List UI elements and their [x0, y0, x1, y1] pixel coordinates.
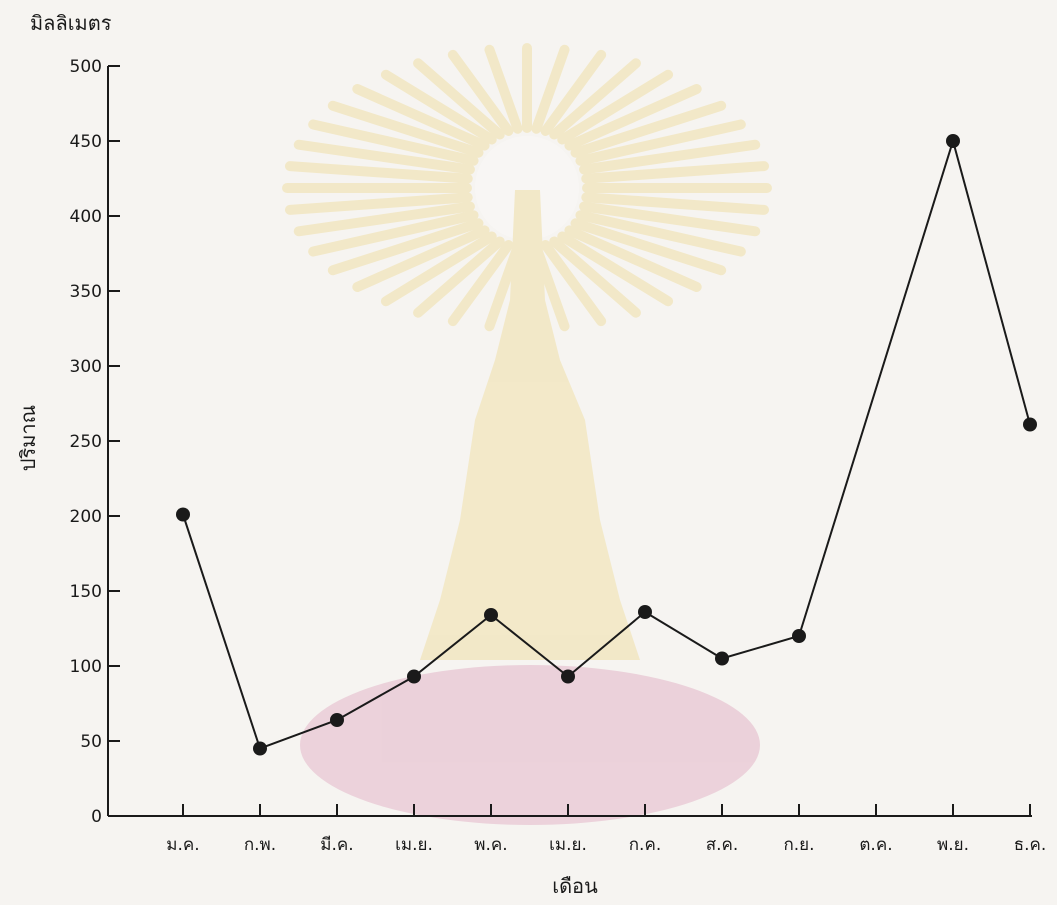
x-tick-label: เม.ย.	[549, 835, 587, 855]
watermark-ray	[308, 210, 479, 257]
y-ticks: 0 50 100 150 200 250 300 350 400 450 500	[70, 57, 120, 827]
watermark-ray	[293, 201, 475, 237]
data-points	[176, 134, 1037, 756]
watermark-ray	[557, 231, 674, 307]
watermark-ray	[484, 242, 523, 332]
x-tick-label: ส.ค.	[706, 835, 739, 855]
data-point	[715, 651, 729, 666]
watermark-ray	[484, 44, 523, 134]
watermark-ray	[581, 192, 770, 215]
watermark-emblem	[420, 190, 640, 660]
y-tick-label: 150	[70, 582, 102, 602]
x-tick-label: พ.ย.	[937, 835, 969, 855]
watermark-ray	[570, 218, 727, 276]
x-tick-label: ธ.ค.	[1014, 835, 1047, 855]
watermark-ray	[284, 161, 473, 184]
watermark-ray	[531, 44, 570, 134]
watermark-ray	[447, 240, 514, 327]
watermark-ray	[380, 69, 497, 145]
data-point	[561, 669, 575, 684]
watermark-ray	[413, 58, 505, 140]
x-axis-label: เดือน	[552, 874, 598, 898]
watermark-ray	[564, 225, 702, 292]
y-axis-unit: มิลลิเมตร	[30, 11, 112, 35]
watermark-ray	[284, 192, 473, 215]
watermark-sunburst	[282, 43, 772, 333]
data-point	[407, 669, 421, 684]
y-axis-label: ปริมาณ	[16, 405, 40, 471]
watermark-ray	[447, 49, 514, 136]
data-point	[792, 629, 806, 643]
watermark-ray	[380, 231, 497, 307]
y-tick-label: 300	[70, 357, 102, 377]
watermark-ray	[579, 139, 761, 175]
watermark-base	[300, 665, 760, 825]
x-tick-label: เม.ย.	[395, 835, 433, 855]
watermark-sun	[475, 136, 579, 240]
y-tick-label: 0	[91, 807, 102, 827]
y-tick-label: 250	[70, 432, 102, 452]
watermark-ray	[540, 49, 607, 136]
watermark-ray	[327, 100, 484, 158]
x-tick-label: ต.ค.	[859, 835, 892, 855]
watermark-ray	[540, 240, 607, 327]
watermark-ray	[575, 119, 746, 166]
watermark-ray	[308, 119, 479, 166]
watermark-ray	[557, 69, 674, 145]
x-tick-label: พ.ค.	[474, 835, 507, 855]
y-tick-label: 200	[70, 507, 102, 527]
watermark-ray	[579, 201, 761, 237]
watermark-ray	[570, 100, 727, 158]
y-tick-label: 450	[70, 132, 102, 152]
x-ticks: ม.ค. ก.พ. มี.ค. เม.ย. พ.ค. เม.ย. ก.ค. ส.ค. ก.ย. ต…	[166, 804, 1046, 855]
watermark-ray	[581, 161, 770, 184]
watermark-ray	[352, 84, 490, 151]
data-point	[638, 605, 652, 619]
watermark-ray	[531, 242, 570, 332]
y-tick-label: 50	[80, 732, 102, 752]
watermark-ray	[293, 139, 475, 175]
y-tick-label: 100	[70, 657, 102, 677]
x-tick-label: ก.ค.	[629, 835, 661, 855]
watermark-ray	[549, 58, 641, 140]
data-point	[253, 741, 267, 756]
data-point	[176, 507, 190, 522]
y-tick-label: 400	[70, 207, 102, 227]
data-point	[330, 713, 344, 727]
watermark-ray	[352, 225, 490, 292]
data-point	[484, 608, 498, 622]
x-tick-label: มี.ค.	[320, 835, 353, 855]
data-point	[946, 134, 960, 148]
watermark-ray	[549, 236, 641, 318]
x-tick-label: ม.ค.	[166, 835, 199, 855]
watermark	[282, 43, 772, 825]
data-point	[1023, 417, 1037, 432]
watermark-ray	[564, 84, 702, 151]
x-tick-label: ก.ย.	[783, 835, 814, 855]
watermark-ray	[575, 210, 746, 257]
y-tick-label: 350	[70, 282, 102, 302]
x-tick-label: ก.พ.	[244, 835, 276, 855]
watermark-ray	[327, 218, 484, 276]
y-tick-label: 500	[70, 57, 102, 77]
watermark-ray	[413, 236, 505, 318]
